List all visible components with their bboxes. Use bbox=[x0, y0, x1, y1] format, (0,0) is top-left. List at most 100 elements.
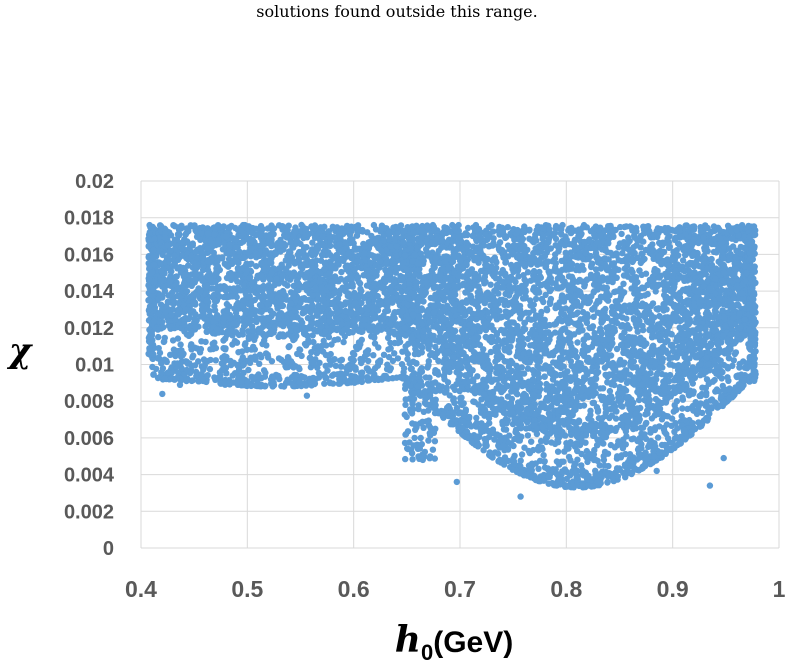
data-point bbox=[191, 362, 199, 369]
data-point bbox=[327, 263, 335, 270]
data-point bbox=[213, 326, 221, 333]
data-point bbox=[227, 357, 234, 365]
data-point bbox=[268, 269, 275, 276]
data-point bbox=[264, 225, 272, 232]
data-point bbox=[309, 292, 316, 299]
data-point bbox=[204, 317, 211, 324]
data-point bbox=[213, 268, 220, 276]
data-point bbox=[378, 316, 386, 323]
data-point bbox=[166, 277, 174, 285]
data-point bbox=[278, 241, 286, 249]
data-point bbox=[258, 272, 265, 279]
data-point bbox=[193, 317, 200, 324]
data-point bbox=[313, 308, 320, 315]
data-point bbox=[358, 307, 365, 314]
data-point bbox=[376, 264, 383, 271]
data-point bbox=[666, 355, 673, 362]
data-point bbox=[316, 359, 323, 366]
scatter-points bbox=[145, 221, 759, 500]
data-point bbox=[145, 242, 153, 249]
data-point bbox=[152, 365, 160, 373]
y-tick-label: 0.01 bbox=[75, 355, 114, 377]
data-point bbox=[167, 351, 174, 358]
data-point bbox=[380, 351, 388, 358]
data-point bbox=[285, 343, 292, 351]
data-point bbox=[219, 354, 226, 361]
data-point bbox=[222, 233, 230, 240]
y-tick-label: 0.002 bbox=[64, 501, 114, 523]
data-point bbox=[148, 329, 155, 336]
data-point bbox=[351, 244, 359, 252]
data-point bbox=[360, 272, 367, 279]
data-point bbox=[271, 281, 278, 289]
data-point bbox=[236, 248, 243, 255]
data-point bbox=[180, 264, 187, 272]
data-point bbox=[319, 252, 326, 259]
x-axis-label: h0(GeV) bbox=[395, 619, 513, 665]
x-tick-label: 0.8 bbox=[550, 576, 582, 602]
data-point bbox=[149, 269, 156, 276]
data-point bbox=[245, 223, 252, 230]
data-point bbox=[391, 236, 398, 243]
data-point bbox=[271, 323, 278, 330]
data-point bbox=[345, 379, 352, 386]
data-point bbox=[296, 248, 303, 256]
data-point bbox=[265, 232, 273, 240]
data-point bbox=[181, 321, 188, 328]
data-point bbox=[334, 336, 342, 343]
data-point bbox=[554, 448, 562, 455]
y-tick-label: 0.014 bbox=[64, 281, 115, 303]
data-point bbox=[203, 305, 210, 313]
data-point bbox=[150, 254, 157, 261]
data-point bbox=[241, 341, 249, 349]
data-point bbox=[192, 311, 199, 318]
data-point bbox=[342, 263, 349, 270]
data-point bbox=[361, 316, 368, 324]
data-point bbox=[375, 344, 382, 351]
data-point bbox=[158, 267, 165, 274]
data-point bbox=[317, 317, 325, 324]
data-point bbox=[291, 260, 298, 267]
data-point bbox=[270, 225, 278, 232]
data-point bbox=[368, 232, 375, 240]
data-point bbox=[574, 339, 581, 346]
data-point bbox=[391, 350, 398, 357]
data-point bbox=[157, 223, 165, 230]
data-point bbox=[378, 247, 385, 255]
data-point bbox=[320, 337, 327, 345]
data-point bbox=[370, 269, 377, 277]
data-point bbox=[258, 308, 265, 316]
data-point bbox=[192, 324, 199, 331]
data-point bbox=[270, 310, 277, 317]
data-point bbox=[264, 300, 272, 307]
data-point bbox=[184, 262, 192, 269]
data-point bbox=[309, 302, 316, 309]
data-point bbox=[308, 349, 315, 356]
data-point bbox=[293, 326, 300, 333]
data-point bbox=[178, 244, 186, 252]
y-tick-label: 0.018 bbox=[64, 208, 114, 230]
data-point bbox=[217, 372, 224, 379]
data-point bbox=[189, 240, 196, 247]
data-point bbox=[308, 259, 315, 266]
data-point bbox=[251, 336, 258, 343]
data-point bbox=[370, 288, 378, 296]
data-point bbox=[587, 407, 594, 414]
data-point bbox=[391, 279, 398, 286]
data-point bbox=[361, 249, 368, 257]
data-point bbox=[174, 231, 182, 238]
data-point bbox=[259, 317, 267, 324]
data-point bbox=[326, 270, 333, 277]
data-point bbox=[185, 228, 192, 235]
data-point bbox=[474, 373, 481, 380]
y-tick-label: 0.004 bbox=[64, 465, 115, 487]
data-point bbox=[256, 360, 263, 367]
data-point bbox=[238, 227, 245, 234]
y-axis-label: χ bbox=[7, 331, 34, 371]
data-point bbox=[386, 236, 393, 243]
data-point bbox=[250, 343, 257, 350]
data-point bbox=[174, 256, 182, 263]
data-point bbox=[248, 280, 255, 288]
data-point bbox=[291, 335, 298, 342]
data-point bbox=[382, 277, 389, 285]
